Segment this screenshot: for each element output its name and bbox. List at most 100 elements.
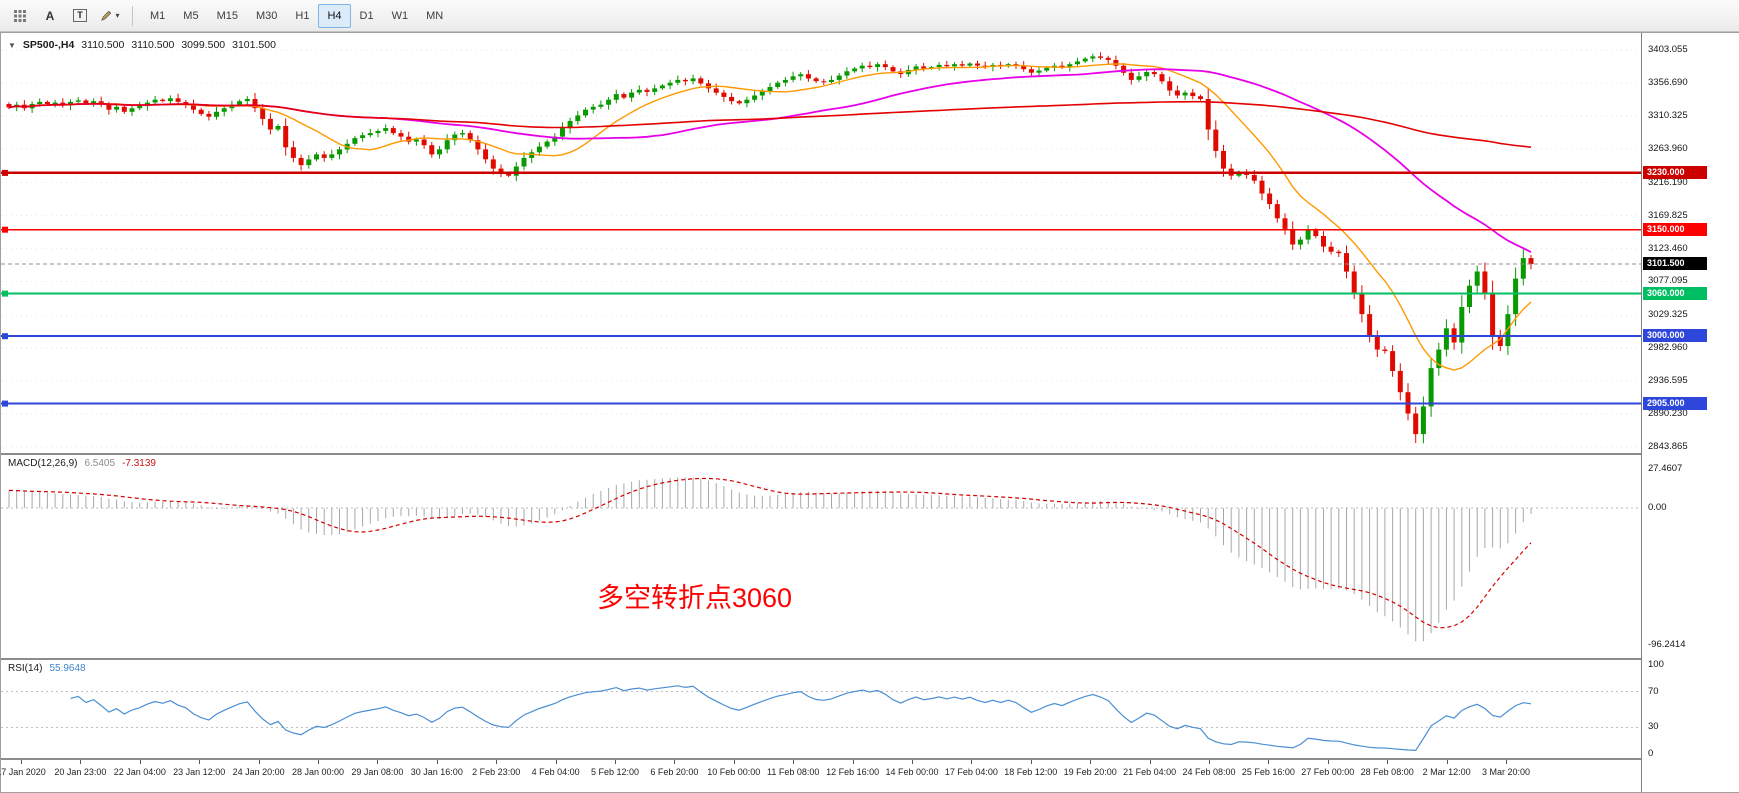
time-tick bbox=[1090, 760, 1092, 764]
text-a-icon: A bbox=[45, 8, 55, 23]
grid-icon bbox=[14, 9, 26, 22]
pane-splitter[interactable] bbox=[1, 658, 1738, 660]
time-label: 4 Feb 04:00 bbox=[531, 767, 580, 777]
macd-indicator-label: MACD(12,26,9) 6.5405 -7.3139 bbox=[8, 458, 156, 469]
axis-label: 70 bbox=[1648, 685, 1659, 697]
time-label: 11 Feb 08:00 bbox=[767, 767, 820, 777]
timeframe-button-m5[interactable]: M5 bbox=[183, 9, 199, 22]
timeframe-button-m30[interactable]: M30 bbox=[255, 9, 278, 22]
rsi-indicator-label: RSI(14) 55.9648 bbox=[8, 663, 86, 674]
time-label: 2 Feb 23:00 bbox=[472, 767, 521, 777]
time-tick bbox=[1149, 760, 1151, 764]
axis-label: 3216.190 bbox=[1648, 176, 1688, 188]
macd-pane[interactable] bbox=[1, 455, 1641, 658]
time-tick bbox=[318, 760, 319, 764]
time-tick bbox=[1030, 760, 1032, 764]
axis-label: 2982.960 bbox=[1648, 342, 1688, 354]
time-label: 24 Feb 08:00 bbox=[1182, 767, 1236, 777]
time-tick bbox=[971, 760, 973, 764]
time-tick bbox=[21, 760, 22, 764]
time-label: 5 Feb 12:00 bbox=[590, 767, 640, 777]
macd-signal-value: -7.3139 bbox=[122, 458, 156, 469]
text-label-button[interactable]: T bbox=[66, 3, 94, 29]
chart-annotation-text: 多空转折点3060 bbox=[597, 583, 793, 613]
timeframe-button-w1[interactable]: W1 bbox=[391, 9, 409, 22]
time-tick bbox=[733, 760, 735, 764]
timeframe-button-d1[interactable]: D1 bbox=[359, 9, 374, 22]
axis-label: 2890.230 bbox=[1648, 408, 1688, 420]
axis-label: 3310.325 bbox=[1648, 109, 1688, 121]
toolbar-separator bbox=[132, 5, 133, 26]
time-label: 19 Feb 20:00 bbox=[1063, 767, 1117, 777]
bar-open-value: 3110.500 bbox=[81, 39, 125, 51]
bar-low-value: 3099.500 bbox=[181, 39, 226, 51]
time-label: 6 Feb 20:00 bbox=[650, 767, 699, 777]
time-tick bbox=[615, 760, 616, 764]
time-label: 21 Feb 04:00 bbox=[1123, 767, 1177, 777]
time-tick bbox=[793, 760, 795, 764]
axis-label: 3263.960 bbox=[1648, 142, 1688, 154]
pane-splitter[interactable] bbox=[1, 758, 1738, 760]
time-label: 24 Jan 20:00 bbox=[232, 767, 285, 777]
axis-label: -96.2414 bbox=[1648, 639, 1686, 650]
axis-label: 27.4607 bbox=[1648, 463, 1683, 474]
time-tick bbox=[80, 760, 82, 764]
price-badge: 3230.000 bbox=[1643, 165, 1707, 179]
symbol-name: SP500-,H4 bbox=[22, 39, 75, 51]
pencil-icon bbox=[101, 10, 112, 21]
pane-splitter[interactable] bbox=[1, 453, 1738, 455]
axis-label: 0 bbox=[1648, 748, 1654, 759]
time-label: 14 Feb 00:00 bbox=[885, 767, 939, 777]
timeframe-button-m15[interactable]: M15 bbox=[216, 9, 238, 22]
time-label: 28 Jan 00:00 bbox=[291, 767, 345, 777]
grid-tool-button[interactable] bbox=[6, 3, 34, 29]
time-tick bbox=[555, 760, 557, 764]
timeframe-button-mn[interactable]: MN bbox=[426, 9, 444, 22]
time-tick bbox=[496, 760, 498, 764]
time-label: 12 Feb 16:00 bbox=[826, 767, 880, 777]
price-badge: 2905.000 bbox=[1643, 396, 1707, 410]
time-label: 29 Jan 08:00 bbox=[351, 767, 404, 777]
rsi-title: RSI(14) bbox=[8, 663, 43, 674]
time-tick bbox=[1268, 760, 1270, 764]
timeframe-button-h4[interactable]: H4 bbox=[318, 3, 351, 28]
axis-label: 2936.595 bbox=[1648, 375, 1688, 387]
time-tick bbox=[199, 760, 201, 764]
axis-label: 30 bbox=[1648, 721, 1659, 733]
time-label: 23 Jan 12:00 bbox=[173, 767, 226, 777]
time-tick bbox=[1209, 760, 1210, 764]
price-badge: 3000.000 bbox=[1643, 329, 1707, 343]
axis-label: 3029.325 bbox=[1648, 309, 1688, 321]
price-badge: 3060.000 bbox=[1643, 286, 1707, 300]
timeframe-button-h1[interactable]: H1 bbox=[295, 9, 310, 22]
bar-high-value: 3110.500 bbox=[131, 39, 175, 51]
time-tick bbox=[912, 760, 913, 764]
bar-close-value: 3101.500 bbox=[232, 39, 276, 51]
time-tick bbox=[1387, 760, 1389, 764]
draw-tools-button[interactable]: ▾ bbox=[96, 3, 124, 29]
insert-text-button[interactable]: A bbox=[36, 3, 64, 29]
time-tick bbox=[1506, 760, 1507, 764]
main-chart-pane[interactable] bbox=[1, 35, 1641, 453]
price-badge: 3101.500 bbox=[1643, 257, 1707, 271]
time-label: 10 Feb 00:00 bbox=[707, 767, 761, 777]
time-tick bbox=[852, 760, 854, 764]
text-label-icon: T bbox=[73, 9, 87, 22]
time-tick bbox=[377, 760, 379, 764]
price-badge: 3150.000 bbox=[1643, 222, 1707, 236]
macd-main-value: 6.5405 bbox=[84, 458, 116, 469]
dropdown-arrow-icon: ▾ bbox=[115, 11, 120, 20]
rsi-value: 55.9648 bbox=[49, 663, 86, 674]
chart-expander-icon[interactable]: ▼ bbox=[8, 40, 16, 50]
rsi-pane[interactable] bbox=[1, 660, 1641, 758]
timeframe-button-m1[interactable]: M1 bbox=[150, 9, 166, 22]
axis-label: 0.00 bbox=[1648, 502, 1667, 514]
axis-label: 3169.825 bbox=[1648, 209, 1688, 221]
time-axis[interactable]: 17 Jan 2020 20 Jan 23:00 22 Jan 04:00 23 Ja… bbox=[0, 760, 1641, 792]
axis-label: 3123.460 bbox=[1648, 242, 1688, 254]
time-label: 17 Jan 2020 bbox=[0, 767, 46, 777]
time-tick bbox=[1446, 760, 1448, 764]
time-label: 18 Feb 12:00 bbox=[1004, 767, 1058, 777]
price-axis-column[interactable]: 3403.055 3356.690 3310.325 3263.960 3216.190… bbox=[1641, 33, 1739, 792]
